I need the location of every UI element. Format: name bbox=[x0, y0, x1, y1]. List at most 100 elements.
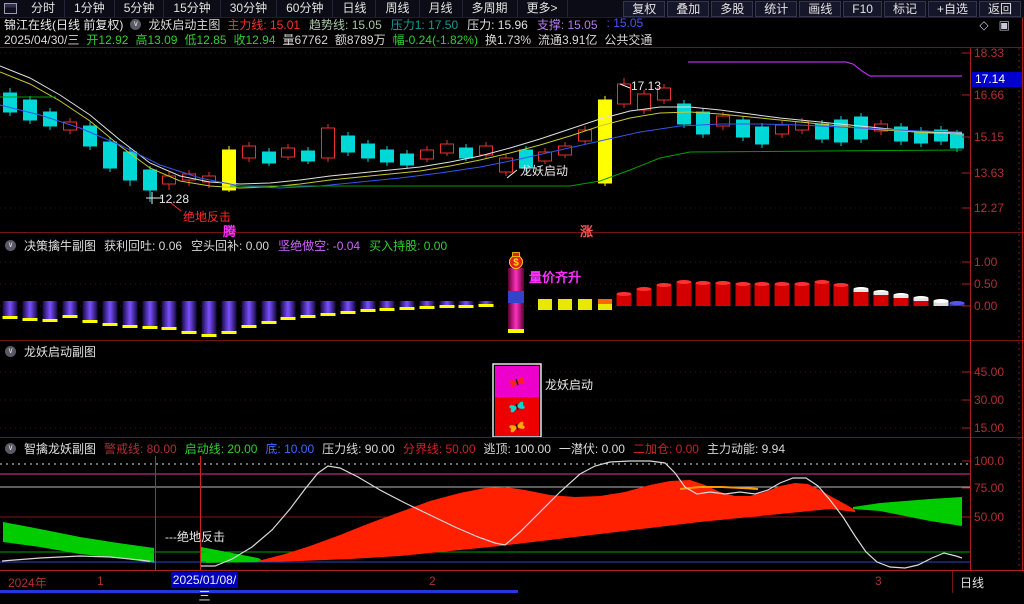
panel3-header: ∨ 龙妖启动副图 bbox=[5, 343, 96, 360]
axis-label: 0.00 bbox=[974, 299, 998, 313]
menu-item-9[interactable]: 多周期 bbox=[463, 0, 518, 17]
chevron-down-icon[interactable]: ∨ bbox=[5, 346, 16, 357]
quote-field: 低12.85 bbox=[184, 33, 227, 47]
menu-item-0[interactable]: 分时 bbox=[22, 0, 66, 17]
metric: 买入持股: 0.00 bbox=[369, 239, 448, 253]
quote-field: 额8789万 bbox=[334, 33, 386, 47]
action-button-3[interactable]: 统计 bbox=[755, 1, 798, 17]
chevron-down-icon[interactable]: ∨ bbox=[130, 19, 142, 30]
title-bar-icons: ◇ ▣ bbox=[979, 18, 1010, 32]
metric: 警戒线: 80.00 bbox=[104, 442, 177, 456]
chevron-down-icon[interactable]: ∨ bbox=[5, 240, 16, 251]
metric: 主力动能: 9.94 bbox=[706, 442, 785, 456]
panel2-name: 决策擒牛副图 bbox=[24, 239, 97, 253]
action-button-2[interactable]: 多股 bbox=[711, 1, 754, 17]
metric: 底: 10.00 bbox=[265, 442, 315, 456]
quote-field: 公共交通 bbox=[604, 33, 653, 47]
annotation: 绝地反击 bbox=[183, 210, 232, 224]
butterfly-icon bbox=[509, 376, 525, 388]
metric: 压力1: 17.50 bbox=[390, 18, 459, 32]
action-button-1[interactable]: 叠加 bbox=[667, 1, 710, 17]
action-button-8[interactable]: 返回 bbox=[978, 1, 1021, 17]
metric: 支撑: 15.05 bbox=[536, 18, 598, 32]
menu-item-8[interactable]: 月线 bbox=[420, 0, 463, 17]
action-button-5[interactable]: F10 bbox=[843, 1, 882, 17]
menu-item-1[interactable]: 1分钟 bbox=[65, 0, 115, 17]
metric: 一潜伏: 0.00 bbox=[558, 442, 625, 456]
action-button-0[interactable]: 复权 bbox=[623, 1, 666, 17]
menu-item-6[interactable]: 日线 bbox=[333, 0, 377, 17]
window-icon[interactable] bbox=[4, 3, 17, 14]
quote-field: 高13.09 bbox=[135, 33, 178, 47]
butterfly-icon bbox=[509, 401, 525, 413]
action-button-4[interactable]: 画线 bbox=[799, 1, 842, 17]
toolbar: 分时 1分钟 5分钟 15分钟 30分钟 60分钟 日线 周线 月线 多周期 更多> 复权 叠加 多股统… bbox=[0, 0, 1024, 18]
axis-label: 1.00 bbox=[974, 255, 998, 269]
annotation: 17.13 bbox=[631, 79, 662, 93]
quote-field: 流通3.91亿 bbox=[538, 33, 598, 47]
action-button-7[interactable]: +自选 bbox=[927, 1, 977, 17]
menu-item-5[interactable]: 60分钟 bbox=[277, 0, 334, 17]
axis-label: 13.63 bbox=[974, 166, 1005, 180]
quote-field: 开12.92 bbox=[86, 33, 129, 47]
axis-label: 50.00 bbox=[974, 510, 1005, 524]
menu-item-7[interactable]: 周线 bbox=[376, 0, 420, 17]
money-bag-icon: $ bbox=[509, 252, 523, 269]
metric: 分界线: 50.00 bbox=[402, 442, 476, 456]
axis-label: 15.15 bbox=[974, 130, 1005, 144]
period-label: 日线 bbox=[960, 576, 985, 590]
annotation: 量价齐升 bbox=[529, 270, 582, 285]
quote-field: 量67762 bbox=[282, 33, 328, 47]
metric: 获利回吐: 0.06 bbox=[104, 239, 183, 253]
quote-field: 换1.73% bbox=[484, 33, 532, 47]
quote-field: 2025/04/30/三 bbox=[4, 33, 80, 47]
axis-label: 75.00 bbox=[974, 481, 1005, 495]
metric: 启动线: 20.00 bbox=[184, 442, 258, 456]
panel4-header: ∨ 智擒龙妖副图 警戒线: 80.00 启动线: 20.00 底: 10.00 压力线… bbox=[5, 440, 785, 457]
panel4-values: 警戒线: 80.00 启动线: 20.00 底: 10.00 压力线: 90.00 分界… bbox=[104, 440, 785, 457]
metric: 坚绝做空: -0.04 bbox=[278, 239, 361, 253]
axis-label: 30.00 bbox=[974, 393, 1005, 407]
metric: 二加仓: 0.00 bbox=[632, 442, 699, 456]
main-indicator-name: 龙妖启动主图 bbox=[148, 18, 221, 32]
annotation: 涨 bbox=[580, 224, 594, 239]
time-axis-bar: 2024年 1 2 3 2025/01/08/三 日线 bbox=[0, 571, 1024, 603]
quote-field: 幅-0.24(-1.82%) bbox=[392, 33, 478, 47]
axis-label: 0.50 bbox=[974, 277, 998, 291]
period-menu: 分时 1分钟 5分钟 15分钟 30分钟 60分钟 日线 周线 月线 多周期 更多> bbox=[22, 0, 568, 17]
annotation: 龙妖启动 bbox=[520, 164, 569, 178]
menu-item-10[interactable]: 更多> bbox=[518, 0, 568, 17]
panel2-values: 获利回吐: 0.06 空头回补: 0.00 坚绝做空: -0.04 买入持股: 0.0… bbox=[104, 237, 447, 254]
axis-label: 16.66 bbox=[974, 88, 1005, 102]
annotation: ---绝地反击 bbox=[165, 530, 225, 544]
panel2-bars: $ bbox=[2, 252, 965, 337]
title-icon-0[interactable]: ◇ bbox=[979, 17, 989, 32]
annotation: 12.28 bbox=[159, 192, 190, 206]
chevron-down-icon[interactable]: ∨ bbox=[5, 443, 16, 454]
stock-name[interactable]: 锦江在线(日线 前复权) bbox=[4, 18, 124, 32]
metric: : 15.05 bbox=[606, 16, 644, 30]
title-icon-1[interactable]: ▣ bbox=[998, 17, 1010, 32]
metric: 压力线: 90.00 bbox=[322, 442, 395, 456]
candlestick-chart bbox=[0, 61, 964, 212]
panel4-name: 智擒龙妖副图 bbox=[24, 442, 97, 456]
menu-item-3[interactable]: 15分钟 bbox=[164, 0, 221, 17]
metric: 逃顶: 100.00 bbox=[483, 442, 551, 456]
axis-label: 15.00 bbox=[974, 421, 1005, 435]
menu-item-2[interactable]: 5分钟 bbox=[115, 0, 165, 17]
metric: 主力线: 15.01 bbox=[227, 18, 301, 32]
action-button-6[interactable]: 标记 bbox=[883, 1, 926, 17]
panel4-areas bbox=[0, 456, 970, 570]
metric: 压力: 15.96 bbox=[467, 18, 528, 32]
menu-item-4[interactable]: 30分钟 bbox=[221, 0, 278, 17]
time-axis-label: 3 bbox=[875, 574, 882, 588]
toolbar-actions: 复权 叠加 多股 统计 画线 F10 标记 +自选 返回 bbox=[621, 0, 1021, 17]
time-axis-label: 2 bbox=[429, 574, 436, 588]
panel3-name: 龙妖启动副图 bbox=[24, 345, 97, 359]
date-marker: 2025/01/08/三 bbox=[171, 572, 238, 603]
horizontal-scrollbar[interactable] bbox=[0, 590, 518, 593]
title-bar: 锦江在线(日线 前复权) ∨ 龙妖启动主图 主力线: 15.01 趋势线: 15.… bbox=[0, 16, 1024, 32]
quote-field: 收12.94 bbox=[233, 33, 276, 47]
panel3-marker bbox=[492, 363, 542, 438]
